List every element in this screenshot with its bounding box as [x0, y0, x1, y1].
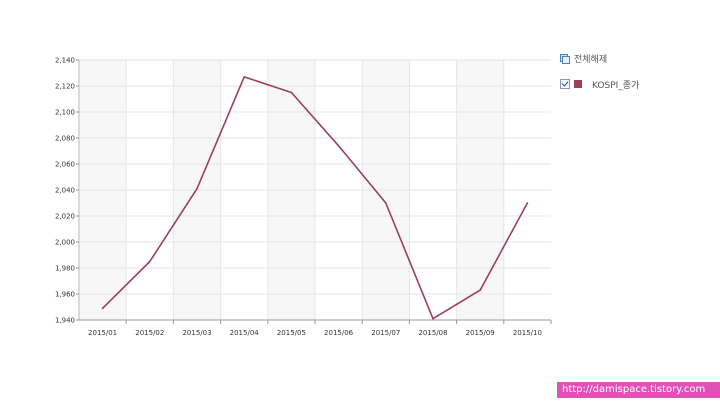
- data-point: [290, 91, 293, 94]
- y-tick-label: 2,040: [55, 187, 75, 195]
- legend-color-swatch: [574, 80, 582, 88]
- series-group: [101, 76, 529, 320]
- data-point: [149, 260, 151, 263]
- data-point: [243, 76, 245, 78]
- x-tick-label: 2015/05: [277, 329, 306, 337]
- data-point: [101, 307, 104, 310]
- legend-item-label: KOSPI_종가: [592, 80, 640, 91]
- x-tick-label: 2015/01: [88, 329, 117, 337]
- x-tick-label: 2015/02: [135, 329, 164, 337]
- x-tick-label: 2015/09: [466, 329, 495, 337]
- data-point: [432, 317, 434, 320]
- watermark-url: http://damispace.tistory.com: [557, 382, 720, 398]
- legend-item-kospi[interactable]: KOSPI_종가: [560, 78, 640, 91]
- series-line-kospi: [101, 76, 529, 320]
- x-tick-label: 2015/06: [324, 329, 354, 337]
- y-tick-label: 2,060: [55, 161, 75, 169]
- legend-select-all-label: 전체해제: [574, 54, 608, 65]
- y-tick-label: 2,100: [55, 109, 75, 117]
- select-all-icon: [560, 53, 570, 64]
- vertical-gridlines: [125, 60, 505, 320]
- y-tick-label: 2,020: [55, 213, 75, 221]
- y-tick-label: 2,000: [55, 239, 75, 247]
- data-point: [337, 145, 340, 147]
- x-tick-label: 2015/07: [371, 329, 400, 337]
- x-tick-label: 2015/10: [513, 329, 542, 337]
- x-tick-label: 2015/08: [418, 329, 447, 337]
- x-tick-label: 2015/04: [230, 329, 260, 337]
- y-axis-ticks: 1,940 1,960 1,980 2,000 2,020 2,040 2,060 2,080…: [55, 57, 79, 325]
- y-tick-label: 1,960: [55, 291, 75, 299]
- legend-select-all[interactable]: 전체해제: [560, 52, 639, 65]
- legend: 전체해제 KOSPI_종가: [560, 52, 639, 104]
- y-tick-label: 2,140: [55, 57, 75, 65]
- data-point: [385, 202, 387, 204]
- data-point: [526, 202, 529, 204]
- y-tick-label: 2,120: [55, 83, 75, 91]
- legend-checkbox[interactable]: [560, 79, 570, 89]
- y-tick-label: 1,940: [55, 317, 75, 325]
- data-point: [479, 289, 482, 291]
- x-axis-ticks: 2015/01 2015/02 2015/03 2015/04 2015/05 2015/…: [88, 320, 552, 337]
- y-tick-label: 1,980: [55, 265, 75, 273]
- y-tick-label: 2,080: [55, 135, 75, 143]
- data-point: [196, 187, 198, 190]
- x-tick-label: 2015/03: [182, 329, 211, 337]
